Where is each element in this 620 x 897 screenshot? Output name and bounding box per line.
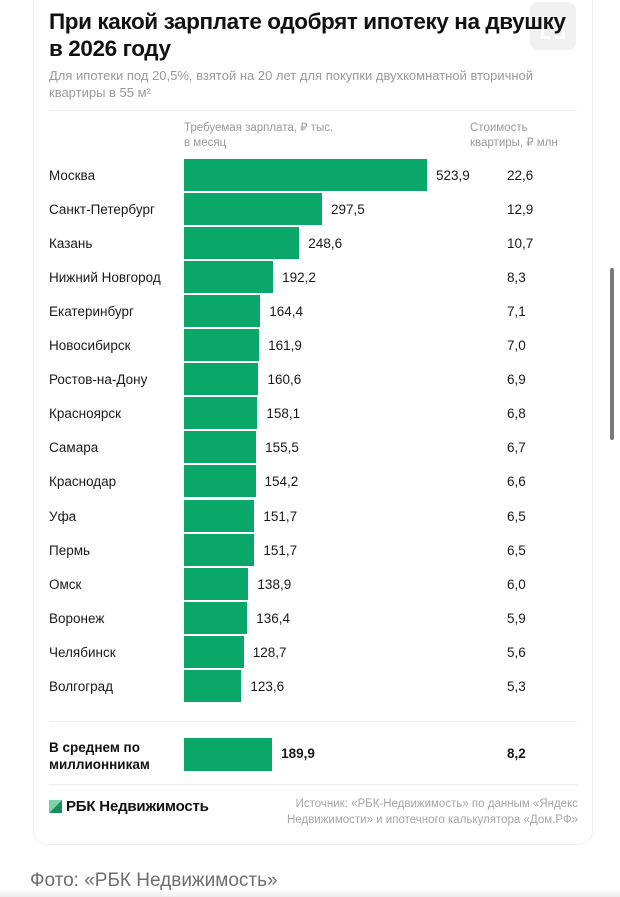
cost-value-label: 6,5	[507, 542, 526, 558]
expand-button[interactable]	[530, 2, 576, 50]
salary-value-label: 164,4	[269, 304, 304, 320]
salary-bar	[184, 363, 259, 396]
cost-value-label: 6,9	[507, 372, 526, 388]
salary-bar	[184, 193, 322, 226]
divider-top	[49, 110, 577, 111]
chart-card	[33, 0, 593, 845]
chart-title: При какой зарплате одобрят ипотеку на дв…	[49, 9, 566, 61]
chart-subtitle: Для ипотеки под 20,5%, взятой на 20 лет …	[49, 68, 534, 100]
salary-value-label: 158,1	[266, 406, 301, 422]
rbc-logo[interactable]: РБК Недвижимость	[49, 798, 209, 815]
salary-bar	[184, 669, 242, 702]
salary-value-label: 248,6	[308, 236, 343, 252]
salary-value-label: 523,9	[436, 168, 470, 183]
salary-bar	[184, 601, 248, 634]
salary-bar	[184, 499, 255, 532]
city-label: Краснодар	[49, 474, 117, 490]
rbc-logo-text: РБК Недвижимость	[66, 798, 209, 815]
cost-value-label: 12,9	[507, 202, 534, 218]
city-label: Санкт-Петербург	[49, 202, 155, 218]
cost-value-label: 10,7	[507, 236, 534, 252]
salary-value-label: 138,9	[257, 576, 292, 592]
expand-icon	[541, 29, 551, 39]
city-label: Казань	[49, 236, 93, 252]
city-label: Ростов-на-Дону	[49, 372, 148, 388]
city-label: Пермь	[49, 542, 91, 558]
divider-footer	[49, 784, 577, 785]
cost-column-header: Стоимость квартиры, ₽ млн	[470, 122, 558, 149]
cost-value-label: 5,3	[507, 678, 526, 694]
cost-value-label: 8,3	[507, 270, 526, 286]
city-label: Новосибирск	[49, 338, 131, 354]
salary-column-header: Требуемая зарплата, ₽ тыс. в месяц	[184, 122, 334, 149]
salary-bar	[184, 227, 300, 260]
salary-value-label: 155,5	[265, 440, 299, 456]
salary-bar	[184, 295, 261, 328]
salary-bar	[184, 159, 427, 191]
bottom-fade	[0, 889, 620, 897]
average-cost-value: 8,2	[507, 746, 526, 761]
average-bar	[184, 738, 273, 771]
salary-value-label: 161,9	[268, 338, 302, 354]
city-label: Воронеж	[49, 610, 105, 626]
salary-bar	[184, 635, 244, 668]
city-label: Нижний Новгород	[49, 270, 161, 286]
city-label: Челябинск	[49, 644, 116, 660]
salary-bar	[184, 465, 256, 498]
city-label: Екатеринбург	[49, 304, 134, 320]
city-label: Москва	[49, 168, 96, 183]
salary-value-label: 128,7	[252, 644, 287, 660]
city-label: Самара	[49, 440, 99, 456]
city-label: Уфа	[49, 508, 77, 524]
cost-value-label: 6,7	[507, 440, 526, 456]
salary-bar	[184, 261, 274, 294]
average-label: В среднем по миллионникам	[49, 740, 150, 772]
cost-value-label: 5,9	[507, 610, 526, 626]
cost-value-label: 6,8	[507, 406, 526, 422]
salary-bar	[184, 533, 255, 566]
salary-value-label: 123,6	[250, 678, 285, 694]
cost-value-label: 5,6	[507, 644, 526, 660]
salary-value-label: 160,6	[267, 372, 302, 388]
salary-bar	[184, 329, 260, 362]
city-label: Красноярск	[49, 406, 122, 422]
salary-value-label: 136,4	[256, 610, 291, 626]
cost-value-label: 22,6	[507, 168, 534, 183]
salary-value-label: 154,2	[264, 474, 299, 490]
cost-value-label: 6,6	[507, 474, 526, 490]
scrollbar[interactable]	[610, 268, 614, 440]
source-note: Источник: «РБК-Недвижимость» по данным «…	[287, 798, 578, 826]
divider-average	[49, 721, 577, 722]
salary-value-label: 151,7	[263, 508, 298, 524]
city-label: Волгоград	[49, 678, 114, 694]
salary-bar	[184, 397, 258, 430]
cost-value-label: 6,5	[507, 508, 526, 524]
average-salary-value: 189,9	[281, 746, 315, 761]
photo-credit: Фото: «РБК Недвижимость»	[30, 870, 278, 891]
city-label: Омск	[49, 576, 82, 592]
cost-value-label: 7,1	[507, 304, 526, 320]
rbc-logo-icon	[49, 800, 62, 813]
expand-icon-corner	[555, 29, 565, 39]
cost-value-label: 7,0	[507, 338, 526, 354]
salary-value-label: 297,5	[330, 202, 365, 218]
salary-bar	[184, 567, 249, 600]
salary-value-label: 192,2	[282, 270, 316, 286]
cost-value-label: 6,0	[507, 576, 526, 592]
salary-value-label: 151,7	[263, 542, 298, 558]
salary-bar	[184, 431, 257, 464]
